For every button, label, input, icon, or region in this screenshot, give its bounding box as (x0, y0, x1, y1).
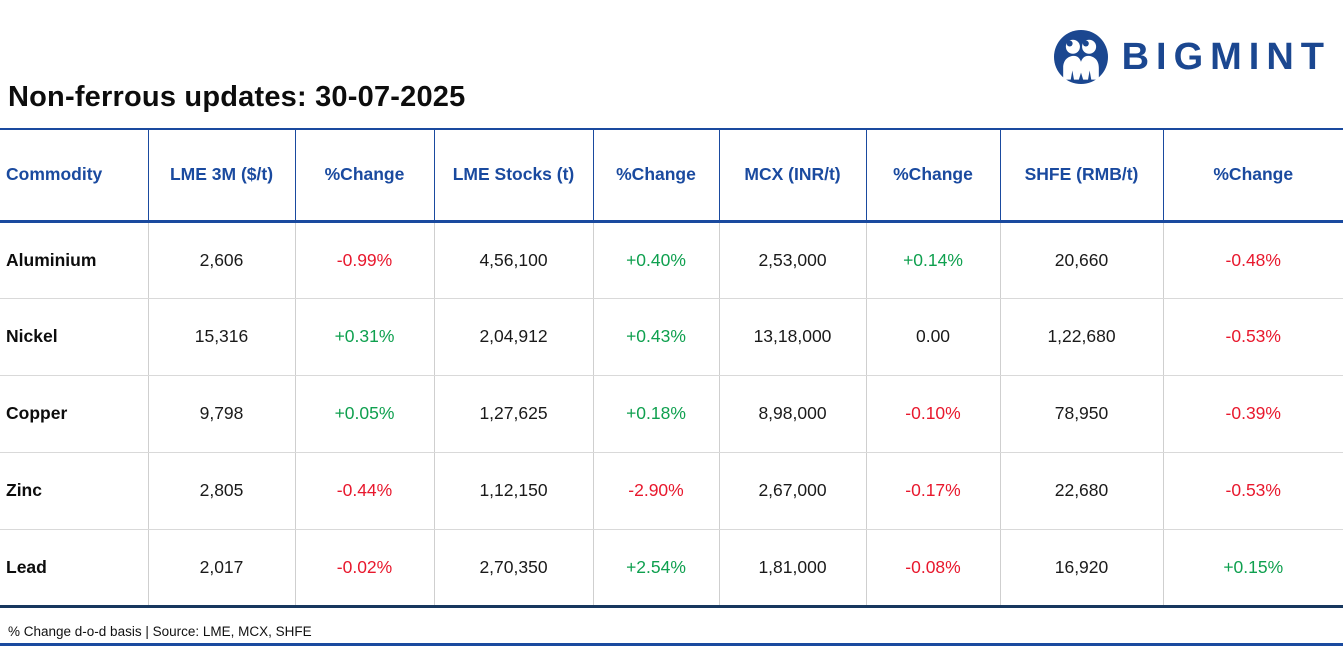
lme-stocks-cell: 2,70,350 (434, 529, 594, 608)
shfe-change-cell: -0.53% (1163, 452, 1343, 530)
lme-3m-cell: 9,798 (148, 375, 296, 453)
shfe-change-cell: -0.39% (1163, 375, 1343, 453)
brand-name: BIGMINT (1121, 36, 1331, 78)
table-row-lead: Lead 2,017 -0.02% 2,70,350 +2.54% 1,81,0… (0, 529, 1343, 608)
lme-3m-cell: 2,606 (148, 221, 296, 299)
lme-3m-change-cell: -0.02% (295, 529, 435, 608)
column-header-commodity: Commodity (0, 129, 149, 223)
mcx-change-cell: 0.00 (866, 298, 1001, 376)
commodity-cell: Zinc (0, 452, 149, 530)
mcx-change-cell: -0.10% (866, 375, 1001, 453)
bigmint-logo: BIGMINT (1053, 30, 1331, 84)
column-header-shfe: SHFE (RMB/t) (1000, 129, 1164, 223)
mcx-cell: 2,53,000 (719, 221, 867, 299)
lme-3m-change-cell: +0.31% (295, 298, 435, 376)
lme-stocks-change-cell: +2.54% (593, 529, 720, 608)
column-header-shfe-change: %Change (1163, 129, 1343, 223)
column-header-lme-stocks: LME Stocks (t) (434, 129, 594, 223)
lme-stocks-cell: 4,56,100 (434, 221, 594, 299)
commodity-table: Commodity LME 3M ($/t) %Change LME Stock… (0, 128, 1343, 608)
commodity-cell: Lead (0, 529, 149, 608)
shfe-cell: 78,950 (1000, 375, 1164, 453)
shfe-change-cell: -0.48% (1163, 221, 1343, 299)
table-row-zinc: Zinc 2,805 -0.44% 1,12,150 -2.90% 2,67,0… (0, 452, 1343, 530)
lme-stocks-change-cell: +0.43% (593, 298, 720, 376)
lme-3m-cell: 2,805 (148, 452, 296, 530)
mcx-cell: 2,67,000 (719, 452, 867, 530)
bigmint-people-icon (1053, 30, 1108, 84)
lme-stocks-cell: 1,12,150 (434, 452, 594, 530)
table-header-row: Commodity LME 3M ($/t) %Change LME Stock… (0, 129, 1343, 223)
page-title: Non-ferrous updates: 30-07-2025 (8, 81, 466, 113)
mcx-change-cell: -0.08% (866, 529, 1001, 608)
column-header-lme-3m: LME 3M ($/t) (148, 129, 296, 223)
commodity-cell: Copper (0, 375, 149, 453)
lme-3m-cell: 2,017 (148, 529, 296, 608)
shfe-change-cell: -0.53% (1163, 298, 1343, 376)
mcx-cell: 1,81,000 (719, 529, 867, 608)
shfe-cell: 16,920 (1000, 529, 1164, 608)
column-header-lme-3m-change: %Change (295, 129, 435, 223)
shfe-cell: 1,22,680 (1000, 298, 1164, 376)
lme-3m-change-cell: -0.99% (295, 221, 435, 299)
page-header: BIGMINT Non-ferrous updates: 30-07-2025 (0, 0, 1343, 128)
lme-stocks-change-cell: -2.90% (593, 452, 720, 530)
mcx-change-cell: +0.14% (866, 221, 1001, 299)
table-row-aluminium: Aluminium 2,606 -0.99% 4,56,100 +0.40% 2… (0, 221, 1343, 299)
mcx-cell: 8,98,000 (719, 375, 867, 453)
column-header-mcx: MCX (INR/t) (719, 129, 867, 223)
mcx-cell: 13,18,000 (719, 298, 867, 376)
table-row-nickel: Nickel 15,316 +0.31% 2,04,912 +0.43% 13,… (0, 298, 1343, 376)
lme-stocks-cell: 2,04,912 (434, 298, 594, 376)
lme-stocks-change-cell: +0.18% (593, 375, 720, 453)
bottom-divider (0, 643, 1343, 646)
lme-stocks-cell: 1,27,625 (434, 375, 594, 453)
footer-note: % Change d-o-d basis | Source: LME, MCX,… (8, 623, 312, 639)
table-row-copper: Copper 9,798 +0.05% 1,27,625 +0.18% 8,98… (0, 375, 1343, 453)
lme-3m-cell: 15,316 (148, 298, 296, 376)
commodity-cell: Nickel (0, 298, 149, 376)
column-header-mcx-change: %Change (866, 129, 1001, 223)
mcx-change-cell: -0.17% (866, 452, 1001, 530)
column-header-lme-stocks-change: %Change (593, 129, 720, 223)
shfe-change-cell: +0.15% (1163, 529, 1343, 608)
lme-3m-change-cell: -0.44% (295, 452, 435, 530)
lme-3m-change-cell: +0.05% (295, 375, 435, 453)
shfe-cell: 22,680 (1000, 452, 1164, 530)
lme-stocks-change-cell: +0.40% (593, 221, 720, 299)
shfe-cell: 20,660 (1000, 221, 1164, 299)
commodity-cell: Aluminium (0, 221, 149, 299)
